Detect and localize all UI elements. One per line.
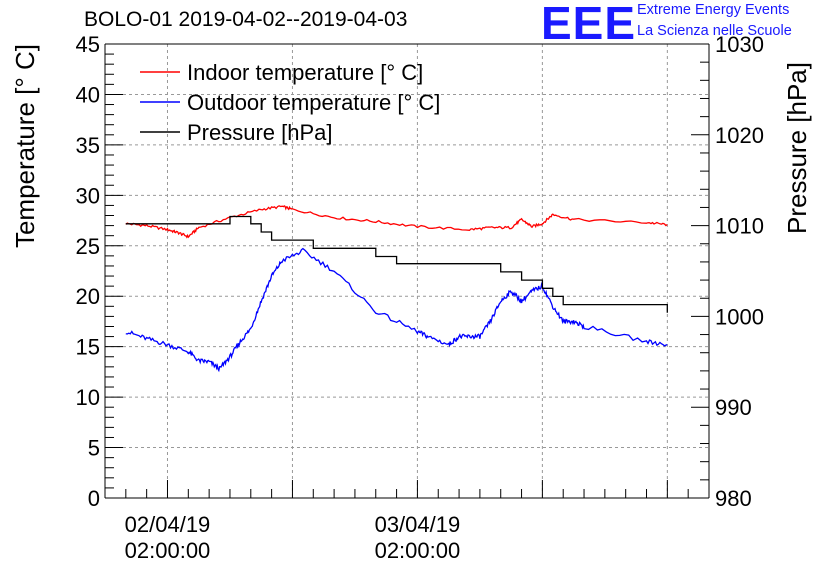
chart-title: BOLO-01 2019-04-02--2019-04-03 (84, 8, 408, 31)
y-tick-label: 25 (76, 234, 100, 259)
x-tick-date-label: 02/04/19 (125, 512, 211, 537)
y2-tick-label: 1000 (715, 304, 764, 329)
x-tick-time-label: 02:00:00 (375, 538, 461, 563)
y2-tick-label: 1030 (715, 32, 764, 57)
legend-label-2: Pressure [hPa] (187, 120, 333, 145)
legend-label-1: Outdoor temperature [° C] (187, 90, 440, 115)
series-line-0 (125, 205, 668, 239)
y-tick-label: 35 (76, 133, 100, 158)
y-tick-label: 30 (76, 183, 100, 208)
y2-tick-label: 990 (715, 395, 752, 420)
y-tick-label: 0 (88, 486, 100, 511)
x-tick-time-label: 02:00:00 (125, 538, 211, 563)
y-axis-label: Temperature [° C] (10, 44, 40, 248)
eee-logo: EEE (541, 0, 637, 49)
y2-tick-label: 1020 (715, 123, 764, 148)
grid-lines (105, 44, 709, 498)
x-tick-date-label: 03/04/19 (375, 512, 461, 537)
logo-line-1: Extreme Energy Events (637, 2, 790, 18)
axes: 0 5 10 15 20 25 30 35 40 45 980 990 1000 1010 1020 1030… (10, 32, 812, 563)
legend: Indoor temperature [° C] Outdoor temperat… (140, 60, 440, 145)
series-line-2 (125, 215, 668, 313)
logo-line-2: La Scienza nelle Scuole (637, 23, 792, 39)
y-tick-label: 15 (76, 335, 100, 360)
legend-label-0: Indoor temperature [° C] (187, 60, 423, 85)
y-tick-label: 40 (76, 82, 100, 107)
y-tick-label: 45 (76, 32, 100, 57)
y2-tick-label: 1010 (715, 214, 764, 239)
y-tick-label: 10 (76, 385, 100, 410)
series-lines (125, 205, 668, 373)
y2-tick-label: 980 (715, 486, 752, 511)
y-tick-label: 20 (76, 284, 100, 309)
y-tick-label: 5 (88, 436, 100, 461)
y2-axis-label: Pressure [hPa] (782, 62, 812, 234)
series-line-1 (125, 247, 668, 373)
